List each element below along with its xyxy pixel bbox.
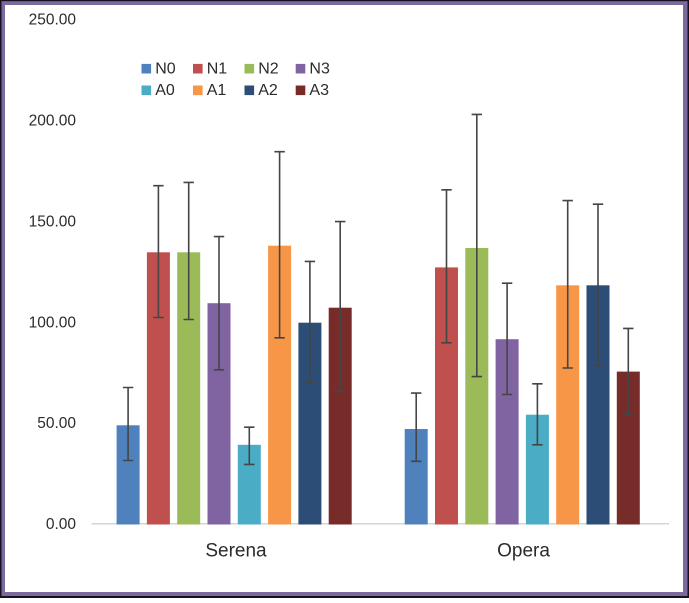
svg-text:A3: A3 xyxy=(309,82,329,99)
svg-text:Serena: Serena xyxy=(205,541,267,562)
svg-text:150.00: 150.00 xyxy=(29,213,77,230)
svg-text:A2: A2 xyxy=(258,82,278,99)
svg-text:250.00: 250.00 xyxy=(29,12,77,29)
svg-text:100.00: 100.00 xyxy=(29,314,77,331)
svg-text:A1: A1 xyxy=(207,82,227,99)
svg-text:N0: N0 xyxy=(155,61,176,78)
svg-text:A0: A0 xyxy=(155,82,175,99)
svg-text:N3: N3 xyxy=(309,61,330,78)
svg-text:200.00: 200.00 xyxy=(29,113,77,130)
svg-text:N1: N1 xyxy=(207,61,228,78)
svg-text:Opera: Opera xyxy=(497,541,550,562)
svg-text:0.00: 0.00 xyxy=(46,516,77,533)
svg-text:50.00: 50.00 xyxy=(37,415,76,432)
svg-text:N2: N2 xyxy=(258,61,279,78)
